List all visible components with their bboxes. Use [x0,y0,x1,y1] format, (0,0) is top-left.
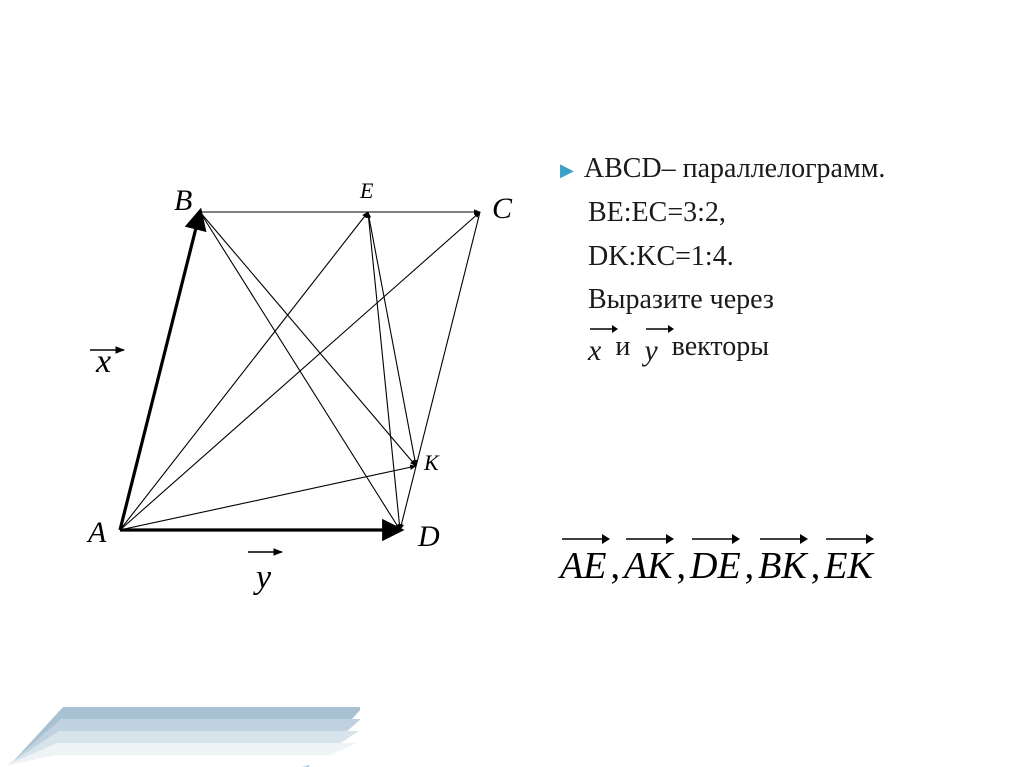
answer-vector-DE: DE [690,530,741,588]
corner-decoration [0,697,360,767]
diagram-svg: A B C D E Kx y [60,160,520,600]
vectors-word: векторы [672,328,769,366]
answer-vector-BK: BK [758,530,807,588]
vector-y-label: y [644,334,657,367]
svg-text:C: C [492,192,513,225]
given-express: Выразите через [588,281,994,319]
geometry-diagram: A B C D E Kx y [60,160,520,605]
svg-text:K: K [423,450,440,475]
separator: , [610,544,620,588]
given-ratio-dk: DK:KC=1:4. [588,238,994,276]
svg-text:x: x [95,343,111,380]
vector-x: x [588,321,601,372]
answer-vectors: AE,AK,DE,BK,EK [560,530,873,588]
answer-vector-EK: EK [824,530,873,588]
answer-vector-AE: AE [560,530,606,588]
answer-vector-AK: AK [624,530,673,588]
vector-y: y [644,321,657,372]
vector-x-label: x [588,334,601,367]
separator: , [745,544,755,588]
svg-text:A: A [86,516,107,549]
svg-text:E: E [359,178,374,203]
separator: , [811,544,821,588]
svg-text:y: y [253,559,272,596]
given-ratio-be: BE:EC=3:2, [588,194,994,232]
svg-text:D: D [417,520,440,553]
svg-text:B: B [174,184,192,217]
problem-text: ▶ ABCD– параллелограмм. BE:EC=3:2, DK:KC… [560,150,994,372]
problem-title: ABCD– параллелограмм. [584,150,886,188]
bullet-icon: ▶ [560,158,574,182]
separator: , [677,544,687,588]
